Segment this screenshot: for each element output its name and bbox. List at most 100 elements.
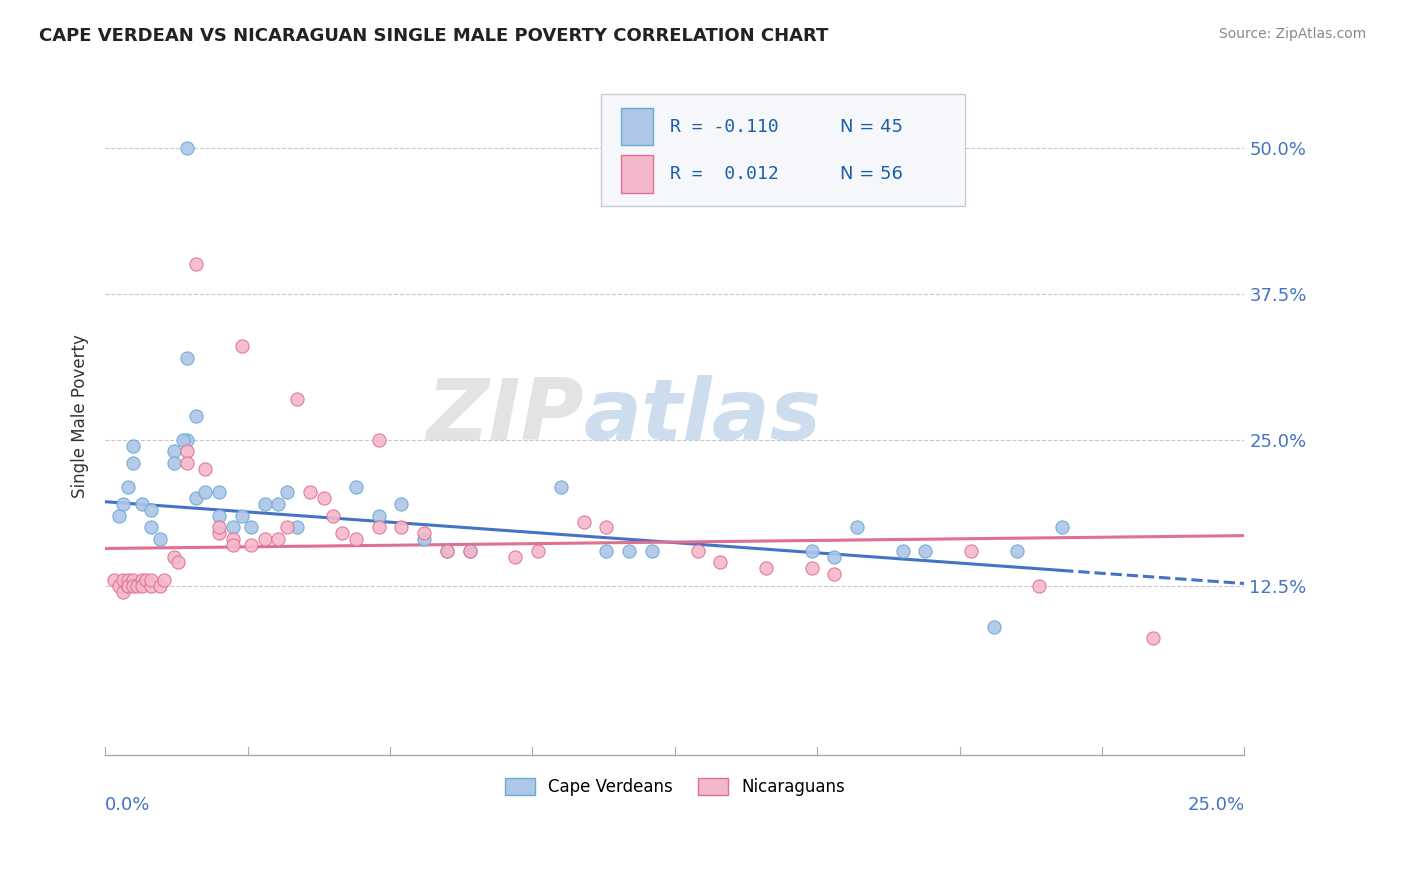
Point <box>186 409 208 424</box>
Point <box>1005 543 1028 558</box>
Point <box>1050 520 1073 534</box>
Point <box>117 579 139 593</box>
Point <box>800 561 823 575</box>
Point <box>367 508 389 523</box>
Point <box>312 491 335 506</box>
Point <box>117 479 139 493</box>
Point <box>330 526 353 541</box>
Point <box>139 573 162 587</box>
Point <box>208 508 231 523</box>
Point <box>127 579 149 593</box>
Point <box>458 543 481 558</box>
Point <box>176 444 198 458</box>
Point <box>162 444 184 458</box>
Point <box>231 339 253 353</box>
Point <box>139 503 162 517</box>
FancyBboxPatch shape <box>600 95 966 206</box>
Point <box>112 497 135 511</box>
Point <box>891 543 914 558</box>
Text: N = 56: N = 56 <box>839 165 903 183</box>
Point <box>276 485 298 500</box>
Point <box>550 479 572 493</box>
Y-axis label: Single Male Poverty: Single Male Poverty <box>72 334 89 499</box>
Point <box>914 543 936 558</box>
Text: 25.0%: 25.0% <box>1187 796 1244 814</box>
Point <box>641 543 664 558</box>
Point <box>285 392 308 406</box>
Point <box>222 532 245 546</box>
Point <box>595 520 617 534</box>
Point <box>800 543 823 558</box>
Point <box>1142 632 1164 646</box>
Point <box>112 584 135 599</box>
Point <box>149 532 172 546</box>
Point <box>194 485 217 500</box>
Point <box>112 573 135 587</box>
Point <box>186 491 208 506</box>
Point <box>299 485 322 500</box>
Point <box>505 549 527 564</box>
Point <box>686 543 709 558</box>
Point <box>162 549 184 564</box>
FancyBboxPatch shape <box>621 108 654 145</box>
Point <box>149 579 172 593</box>
Point <box>276 520 298 534</box>
Point <box>194 462 217 476</box>
Point <box>131 573 153 587</box>
Point <box>267 532 290 546</box>
Point <box>436 543 458 558</box>
Point <box>222 538 245 552</box>
Point <box>823 549 845 564</box>
Point <box>367 520 389 534</box>
Point <box>619 543 641 558</box>
Point <box>131 497 153 511</box>
Point <box>846 520 869 534</box>
Text: R = -0.110: R = -0.110 <box>671 118 779 136</box>
Point <box>121 439 143 453</box>
Point <box>389 520 412 534</box>
Point <box>186 257 208 271</box>
Point <box>117 573 139 587</box>
Point <box>436 543 458 558</box>
Point <box>176 140 198 154</box>
Point <box>208 526 231 541</box>
Point <box>167 556 190 570</box>
Point <box>222 520 245 534</box>
Point <box>176 351 198 365</box>
Text: N = 45: N = 45 <box>839 118 903 136</box>
Point <box>389 497 412 511</box>
Point <box>322 508 344 523</box>
Text: 0.0%: 0.0% <box>105 796 150 814</box>
Text: Source: ZipAtlas.com: Source: ZipAtlas.com <box>1219 27 1367 41</box>
Point <box>135 573 157 587</box>
Point <box>285 520 308 534</box>
Text: ZIP: ZIP <box>426 375 583 458</box>
Point <box>253 532 276 546</box>
FancyBboxPatch shape <box>621 155 654 193</box>
Point <box>208 485 231 500</box>
Point <box>208 520 231 534</box>
Point <box>172 433 194 447</box>
Point <box>367 433 389 447</box>
Point <box>108 508 131 523</box>
Point <box>595 543 617 558</box>
Point <box>823 567 845 582</box>
Point <box>231 508 253 523</box>
Point <box>267 497 290 511</box>
Point <box>131 579 153 593</box>
Point <box>240 520 263 534</box>
Point <box>176 456 198 470</box>
Legend: Cape Verdeans, Nicaraguans: Cape Verdeans, Nicaraguans <box>496 770 853 805</box>
Point <box>103 573 125 587</box>
Point <box>527 543 550 558</box>
Point <box>153 573 176 587</box>
Point <box>344 479 367 493</box>
Point <box>121 573 143 587</box>
Point <box>139 520 162 534</box>
Point <box>960 543 983 558</box>
Point <box>121 456 143 470</box>
Point <box>240 538 263 552</box>
Point <box>121 579 143 593</box>
Point <box>253 497 276 511</box>
Point <box>344 532 367 546</box>
